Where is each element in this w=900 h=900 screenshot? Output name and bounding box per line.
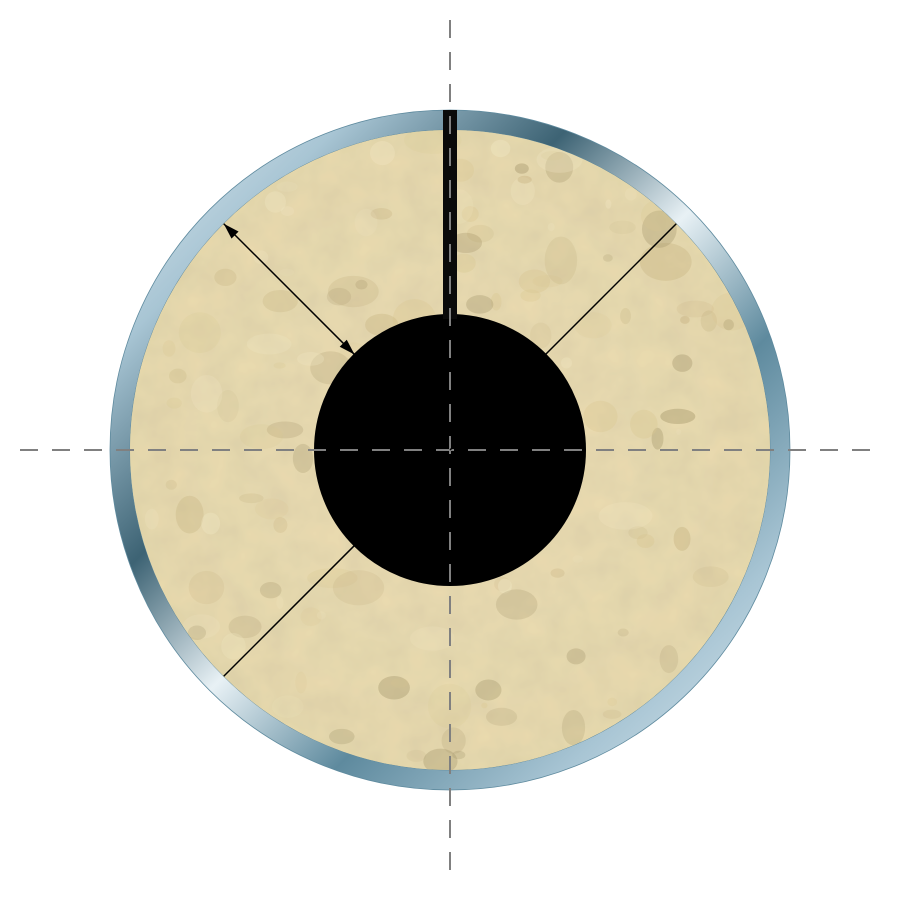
cross-section-diagram [0,0,900,900]
